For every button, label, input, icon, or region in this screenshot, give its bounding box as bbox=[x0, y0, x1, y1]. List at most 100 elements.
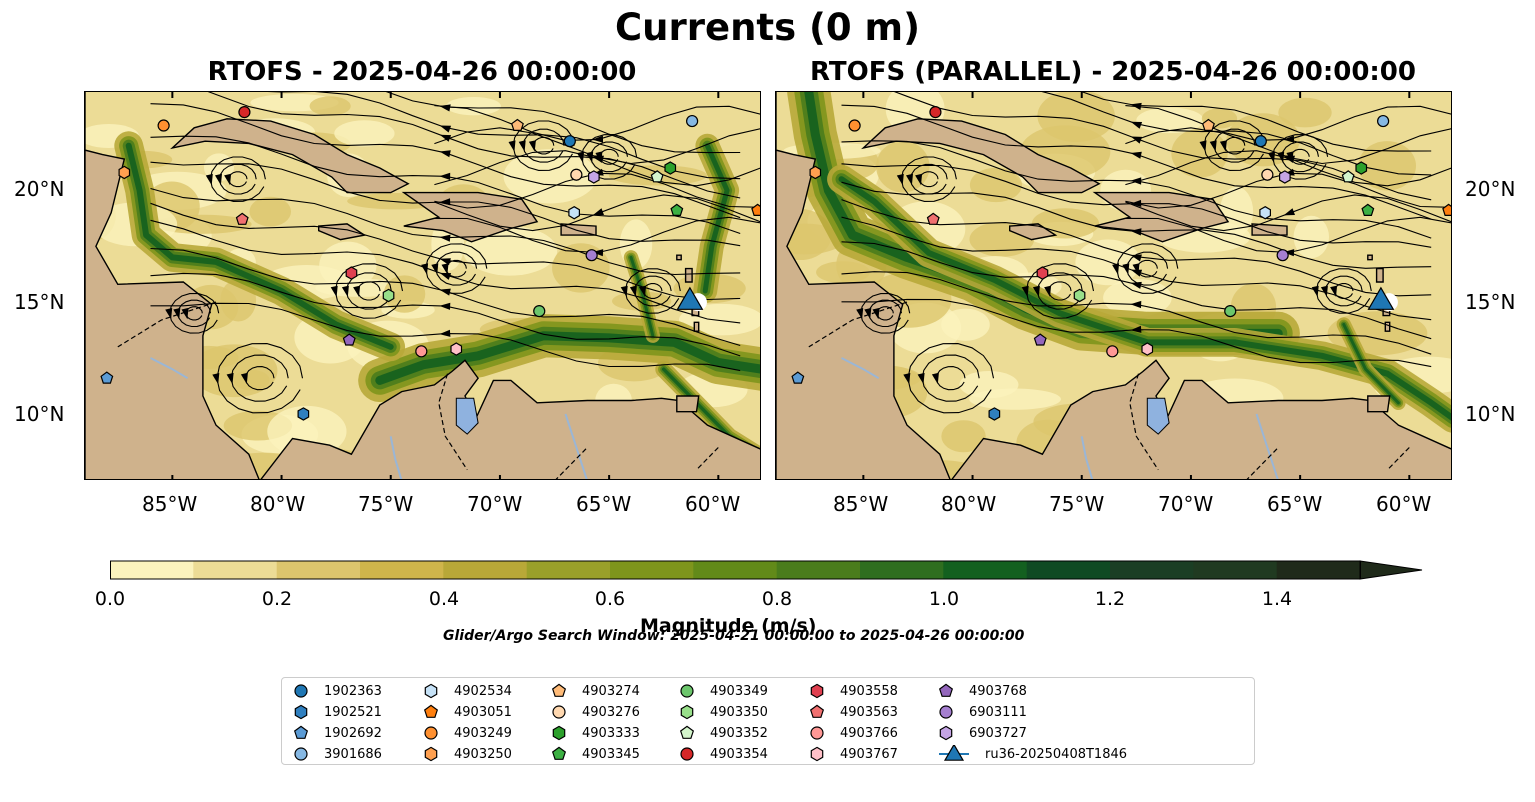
map-canvas-rtofs-parallel bbox=[776, 92, 1451, 479]
float-marker-4903350 bbox=[1073, 288, 1086, 303]
legend-marker bbox=[939, 705, 953, 719]
legend-marker-icon bbox=[552, 725, 566, 741]
streamline-arrow bbox=[330, 285, 338, 298]
x-tick-60w: 60°W bbox=[685, 492, 741, 516]
float-marker-4903249 bbox=[157, 119, 170, 132]
streamline-arrow bbox=[1311, 285, 1319, 297]
glider-marker-ru36-20250408T1846 bbox=[676, 286, 704, 310]
legend-marker-icon bbox=[424, 746, 438, 762]
float-marker-4903345 bbox=[670, 203, 684, 217]
streamline-arrow bbox=[915, 173, 923, 186]
legend-label: 6903111 bbox=[969, 704, 1027, 720]
legend-item: 3901686 bbox=[292, 745, 382, 763]
legend-item: 4903345 bbox=[550, 745, 640, 763]
colorbar-tick-3: 0.6 bbox=[594, 588, 626, 610]
speed-patch bbox=[1293, 215, 1330, 259]
legend-marker bbox=[424, 726, 438, 740]
streamline-arrow bbox=[864, 308, 872, 320]
streamline-arrow bbox=[1130, 269, 1143, 277]
legend-item: 4903274 bbox=[550, 682, 640, 700]
float-marker-6903727 bbox=[588, 170, 600, 184]
speed-patch bbox=[876, 140, 930, 193]
streamline-arrow bbox=[903, 373, 911, 385]
legend-label: 4903274 bbox=[582, 683, 640, 699]
float-marker-6903727 bbox=[1279, 170, 1291, 184]
streamline-arrow bbox=[856, 308, 864, 320]
speed-patch bbox=[152, 214, 252, 234]
legend-marker-icon bbox=[809, 704, 825, 718]
legend-item: 4903249 bbox=[422, 724, 512, 742]
streamline-arrow bbox=[1032, 285, 1040, 297]
float-marker-4902534 bbox=[1259, 206, 1271, 220]
streamline-arrow bbox=[528, 140, 536, 152]
legend-marker-icon bbox=[551, 683, 567, 697]
streamline-arrow bbox=[1130, 325, 1142, 333]
y-tick-10n-right: 10°N bbox=[1465, 402, 1516, 426]
streamline-arrow bbox=[439, 234, 451, 242]
legend-marker-icon bbox=[810, 746, 824, 762]
float-marker-4903349 bbox=[1224, 304, 1237, 318]
streamline-arrow bbox=[1283, 249, 1295, 257]
legend-marker-icon bbox=[424, 683, 438, 699]
country-border bbox=[696, 447, 719, 471]
legend-item: 4903349 bbox=[678, 682, 768, 700]
legend-label: 6903727 bbox=[969, 725, 1027, 741]
speed-patch bbox=[383, 275, 426, 313]
speed-patch bbox=[1103, 278, 1172, 317]
streamline-arrow bbox=[165, 308, 173, 320]
x-tick-70w-right: 70°W bbox=[1158, 492, 1214, 516]
float-marker-4903250 bbox=[809, 165, 822, 180]
y-tick-20n: 20°N bbox=[14, 177, 65, 201]
lake-maracaibo bbox=[1146, 397, 1170, 435]
streamline-arrow bbox=[906, 173, 913, 186]
landmass-layer bbox=[776, 92, 1451, 479]
legend-marker-icon bbox=[680, 704, 694, 720]
land-polygon bbox=[1375, 267, 1384, 283]
x-tick-75w-right: 75°W bbox=[1049, 492, 1105, 516]
streamline-arrow bbox=[1021, 285, 1029, 298]
speed-patch bbox=[309, 96, 351, 116]
map-panel-rtofs-parallel bbox=[775, 91, 1452, 480]
float-marker-4903345 bbox=[1361, 203, 1375, 217]
legend-label: 4903563 bbox=[840, 704, 898, 720]
streamline-arrow bbox=[205, 173, 213, 186]
legend-label: 4903558 bbox=[840, 683, 898, 699]
land-polygon bbox=[684, 267, 693, 283]
legend-item: 4903350 bbox=[678, 703, 768, 721]
legend-label: 4903333 bbox=[582, 725, 640, 741]
legend-marker bbox=[939, 725, 953, 741]
colorbar bbox=[110, 560, 1423, 580]
float-marker-4903563 bbox=[235, 212, 249, 225]
land-polygon bbox=[1367, 254, 1373, 261]
colorbar-frame bbox=[110, 560, 1361, 580]
legend-marker bbox=[679, 725, 695, 739]
land-polygon bbox=[693, 321, 700, 332]
streamline-arrow bbox=[917, 372, 925, 385]
legend-marker-icon bbox=[810, 683, 824, 699]
land-polygon bbox=[861, 118, 1101, 194]
streamline-arrow bbox=[215, 173, 222, 186]
streamline-arrow bbox=[1277, 151, 1285, 163]
x-tick-75w: 75°W bbox=[358, 492, 414, 516]
colorbar-segment bbox=[526, 561, 611, 579]
legend-marker bbox=[809, 704, 825, 718]
legend-marker-icon bbox=[294, 747, 308, 761]
streamline-arrow bbox=[212, 373, 220, 385]
x-tick-65w-right: 65°W bbox=[1267, 492, 1323, 516]
land-polygon bbox=[1367, 395, 1391, 413]
colorbar-label: Magnitude (m/s) bbox=[640, 615, 817, 637]
legend-label: ru36-20250408T1846 bbox=[985, 746, 1128, 762]
land-polygon bbox=[1251, 223, 1288, 236]
float-marker-4903333 bbox=[1355, 161, 1368, 175]
streamlines-layer bbox=[150, 92, 760, 414]
float-marker-4903767 bbox=[1141, 342, 1154, 356]
streamline-arrow bbox=[224, 173, 232, 186]
legend-marker-icon bbox=[551, 746, 567, 760]
speed-patch bbox=[941, 420, 986, 453]
float-marker-6903111 bbox=[1276, 249, 1289, 262]
speed-patch bbox=[446, 96, 501, 116]
colorbar-tick-4: 0.8 bbox=[761, 588, 793, 610]
legend-label: 4903276 bbox=[582, 704, 640, 720]
legend-marker bbox=[551, 746, 567, 760]
colorbar-segment bbox=[1110, 561, 1194, 579]
